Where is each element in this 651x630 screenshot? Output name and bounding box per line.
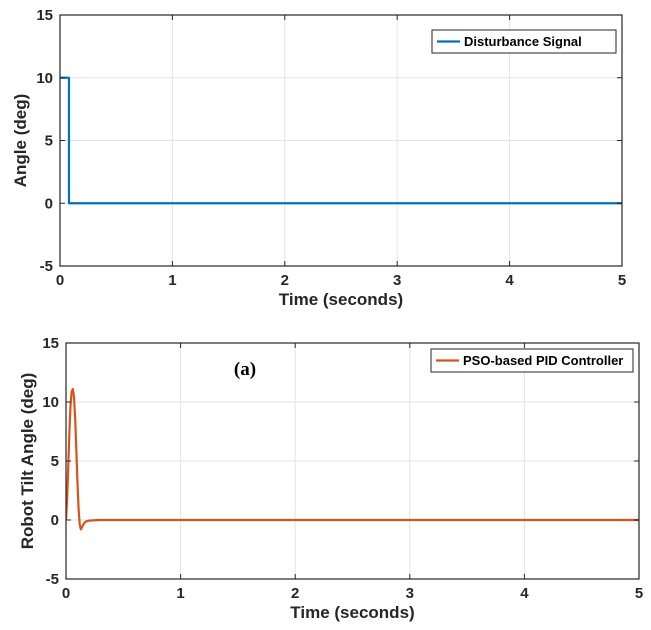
x-tick-label: 3 [406,585,414,602]
x-tick-label: 1 [176,585,184,602]
y-tick-label: 5 [51,453,59,470]
y-tick-label: 15 [42,335,59,352]
x-axis-label: Time (seconds) [290,603,414,622]
x-tick-label: 4 [505,272,514,289]
y-axis-label: Angle (deg) [11,94,30,188]
x-axis-label: Time (seconds) [279,290,403,309]
x-tick-label: 2 [291,585,299,602]
x-tick-label: 3 [393,272,401,289]
y-tick-label: 10 [42,394,59,411]
x-tick-label: 5 [618,272,626,289]
panel-annotation: (a) [234,359,256,380]
legend-box [430,348,634,373]
x-tick-label: 0 [62,585,70,602]
legend-entry: PSO-based PID Controller [463,353,623,368]
x-tick-label: 5 [635,585,643,602]
legend-box [431,29,617,54]
series-line [66,387,639,531]
x-tick-label: 4 [520,585,529,602]
y-tick-label: 0 [51,512,59,529]
y-tick-label: -5 [40,258,53,275]
x-tick-label: 2 [281,272,289,289]
x-tick-label: 1 [168,272,176,289]
legend-entry: Disturbance Signal [464,34,582,49]
y-tick-label: 0 [45,195,53,212]
y-tick-label: -5 [46,571,59,588]
y-tick-label: 10 [36,70,53,87]
y-axis-label: Robot Tilt Angle (deg) [18,373,37,550]
x-tick-label: 0 [56,272,64,289]
y-tick-label: 15 [36,7,53,24]
y-tick-label: 5 [45,133,53,150]
